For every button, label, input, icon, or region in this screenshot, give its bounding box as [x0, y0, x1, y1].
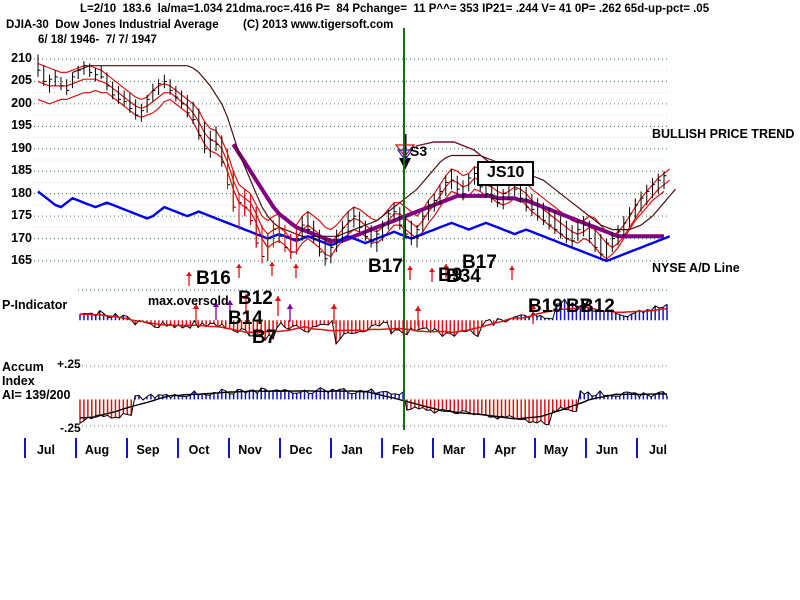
accum-label: Accum [2, 360, 44, 374]
buy-signal-label: B14 [228, 308, 263, 329]
y-tick-185: 185 [11, 163, 32, 178]
p-indicator-panel [78, 288, 670, 350]
nyse-ad-line-label: NYSE A/D Line [652, 261, 740, 275]
buy-signal-label: B7 [252, 327, 277, 348]
buy-signal-label: B17 [368, 256, 403, 277]
cursor-vertical-line [403, 28, 405, 430]
y-tick-205: 205 [11, 73, 32, 88]
month-separator [585, 438, 587, 458]
ai-value-label: AI= 139/200 [2, 388, 71, 402]
x-tick-feb: Feb [391, 443, 415, 457]
y-tick-175: 175 [11, 208, 32, 223]
month-separator [177, 438, 179, 458]
accum-index-panel [78, 362, 670, 430]
x-tick-may: May [543, 443, 569, 457]
p-indicator-plot [78, 289, 670, 346]
x-tick-oct: Oct [188, 443, 210, 457]
month-separator [432, 438, 434, 458]
buy-signal-label: B34 [446, 266, 481, 287]
buy-signal-label: B12 [238, 288, 273, 309]
x-axis-months: Jul Aug Sep Oct Nov Dec Jan Feb Mar Apr May Jun Jul [24, 438, 670, 464]
x-tick-aug: Aug [84, 443, 110, 457]
month-separator [330, 438, 332, 458]
s3-signal-label: S3 [410, 143, 428, 159]
price-panel [34, 50, 676, 286]
buy-signal-label: B12 [580, 296, 615, 317]
bullish-price-trend-label: BULLISH PRICE TREND [652, 127, 795, 141]
buy-signal-label: B9 [438, 265, 463, 286]
month-separator [126, 438, 128, 458]
buy-signal-label: B16 [196, 268, 231, 289]
max-oversold-label: max.oversold [148, 294, 229, 308]
month-separator [534, 438, 536, 458]
y-tick-170: 170 [11, 230, 32, 245]
buy-signal-label: B17 [462, 252, 497, 273]
header-date-range: 6/ 18/ 1946- 7/ 7/ 1947 [38, 34, 157, 46]
header-stats-line: L=2/10 183.6 la/ma=1.034 21dma.roc=.416 … [80, 3, 710, 15]
index-label: Index [2, 374, 35, 388]
month-separator [75, 438, 77, 458]
month-separator [279, 438, 281, 458]
y-tick-195: 195 [11, 118, 32, 133]
buy-signal-label: B7 [566, 296, 591, 317]
price-y-axis: 210 205 200 195 190 185 180 175 170 165 [0, 50, 32, 270]
x-tick-jan: Jan [341, 443, 363, 457]
accum-plus-25-tick: +.25 [57, 357, 81, 371]
y-tick-165: 165 [11, 253, 32, 268]
accum-index-plot [78, 365, 670, 427]
month-separator [381, 438, 383, 458]
x-tick-nov: Nov [238, 443, 262, 457]
x-tick-apr: Apr [494, 443, 516, 457]
y-tick-200: 200 [11, 95, 32, 110]
price-plot [34, 54, 676, 286]
x-tick-sep: Sep [136, 443, 160, 457]
header-symbol-name: DJIA-30 Dow Jones Industrial Average [6, 19, 219, 31]
p-indicator-label: P-Indicator [2, 298, 68, 312]
accum-minus-25-tick: -.25 [60, 421, 81, 435]
buy-signal-label: B19 [528, 296, 563, 317]
x-tick-jul: Jul [648, 443, 668, 457]
month-separator [228, 438, 230, 458]
month-separator [24, 438, 26, 458]
x-tick-jun: Jun [595, 443, 619, 457]
js10-signal-box: JS10 [477, 161, 535, 186]
month-separator [636, 438, 638, 458]
y-tick-210: 210 [11, 50, 32, 65]
header-copyright: (C) 2013 www.tigersoft.com [243, 19, 394, 31]
x-tick-jul: Jul [36, 443, 56, 457]
x-tick-mar: Mar [442, 443, 466, 457]
y-tick-190: 190 [11, 140, 32, 155]
y-tick-180: 180 [11, 185, 32, 200]
month-separator [483, 438, 485, 458]
x-tick-dec: Dec [289, 443, 313, 457]
